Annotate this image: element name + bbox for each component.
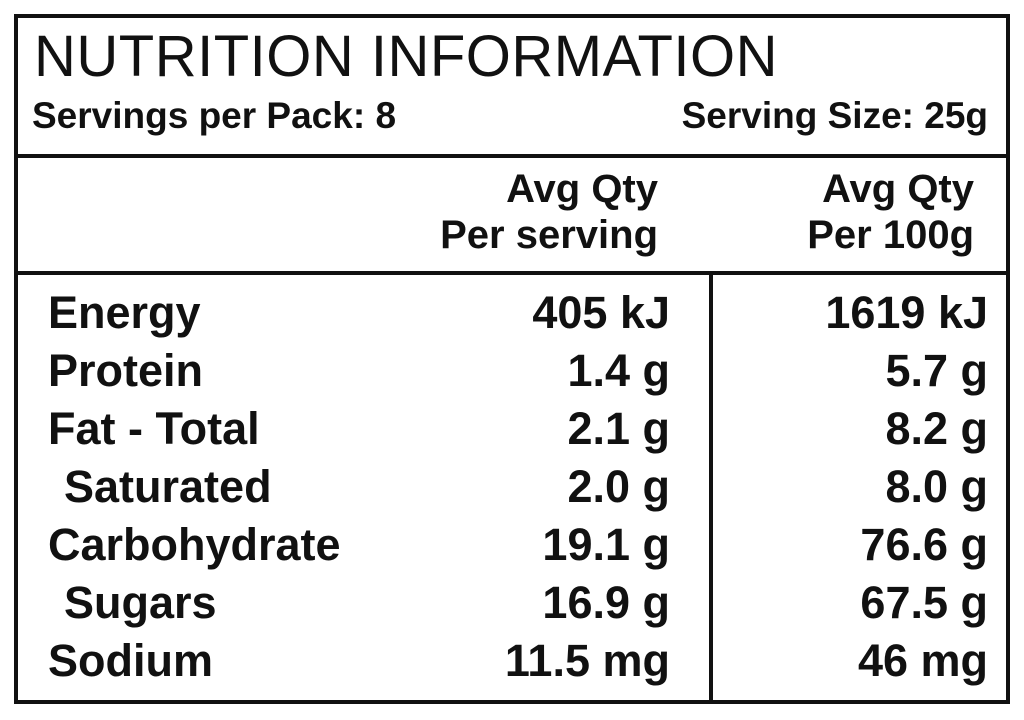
column-header-per-serving-line2: Per serving (440, 213, 658, 257)
nutrition-panel: NUTRITION INFORMATION Servings per Pack:… (14, 14, 1010, 704)
column-header-per-serving-line1: Avg Qty (506, 167, 658, 211)
table-row-sugars: Sugars 16.9 g 67.5 g (18, 574, 1006, 632)
per-100g-value: 46 mg (857, 635, 988, 686)
nutrient-name: Energy (48, 287, 201, 338)
nutrient-name: Fat - Total (48, 403, 260, 454)
nutrient-name: Saturated (64, 461, 272, 512)
nutrient-name: Sodium (48, 635, 213, 686)
column-header-per-serving: Avg Qty Per serving (440, 166, 658, 258)
column-divider (709, 271, 713, 700)
per-100g-value: 5.7 g (885, 345, 988, 396)
per-serving-value: 19.1 g (542, 519, 670, 570)
table-row-energy: Energy 405 kJ 1619 kJ (18, 284, 1006, 342)
panel-title: NUTRITION INFORMATION (34, 24, 779, 89)
per-serving-value: 2.1 g (567, 403, 670, 454)
nutrient-name: Carbohydrate (48, 519, 341, 570)
per-100g-value: 67.5 g (860, 577, 988, 628)
per-serving-value: 16.9 g (542, 577, 670, 628)
nutrient-name: Protein (48, 345, 204, 396)
per-100g-value: 8.0 g (885, 461, 988, 512)
table-row-protein: Protein 1.4 g 5.7 g (18, 342, 1006, 400)
per-100g-value: 8.2 g (885, 403, 988, 454)
column-header-per-100g: Avg Qty Per 100g (807, 166, 974, 258)
nutrient-name: Sugars (64, 577, 217, 628)
servings-per-pack: Servings per Pack: 8 (32, 95, 397, 136)
header-divider (18, 154, 1006, 158)
column-header-per-100g-line1: Avg Qty (822, 167, 974, 211)
table-row-saturated: Saturated 2.0 g 8.0 g (18, 458, 1006, 516)
column-header-per-100g-line2: Per 100g (807, 213, 974, 257)
column-header-divider (18, 271, 1006, 275)
table-row-sodium: Sodium 11.5 mg 46 mg (18, 632, 1006, 690)
table-row-carbohydrate: Carbohydrate 19.1 g 76.6 g (18, 516, 1006, 574)
serving-size: Serving Size: 25g (681, 95, 988, 136)
per-100g-value: 76.6 g (860, 519, 988, 570)
per-serving-value: 11.5 mg (504, 635, 670, 686)
per-100g-value: 1619 kJ (825, 287, 988, 338)
per-serving-value: 1.4 g (567, 345, 670, 396)
per-serving-value: 405 kJ (532, 287, 670, 338)
table-row-fat-total: Fat - Total 2.1 g 8.2 g (18, 400, 1006, 458)
per-serving-value: 2.0 g (567, 461, 670, 512)
